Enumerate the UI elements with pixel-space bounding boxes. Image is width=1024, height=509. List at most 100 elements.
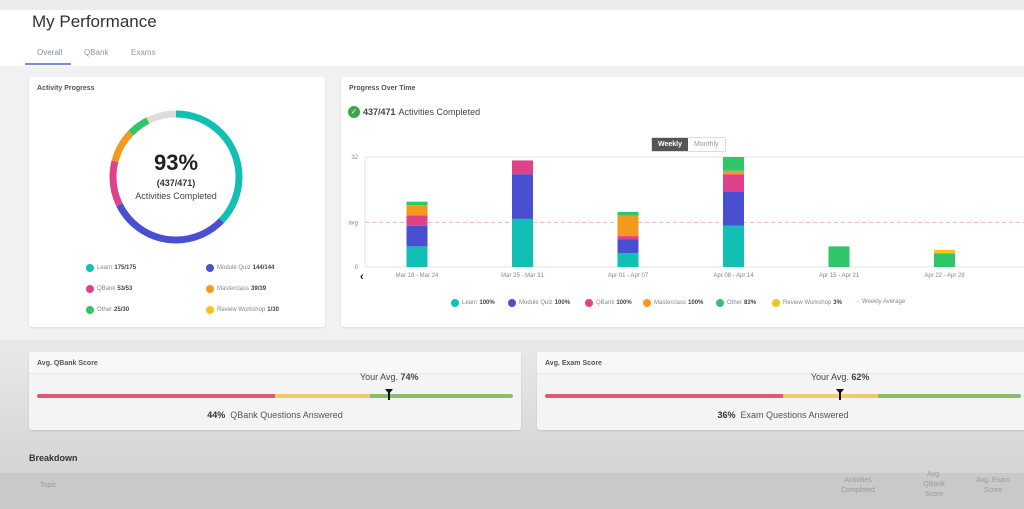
chart-legend-other[interactable]: Other 83% xyxy=(716,299,756,307)
exam-answered-value: 36% xyxy=(717,410,736,420)
bar-other[interactable] xyxy=(828,246,850,267)
legend-learn: Learn 175/175 xyxy=(86,264,136,272)
chart-legend-qbank[interactable]: QBank 100% xyxy=(585,299,632,307)
bar-learn[interactable] xyxy=(617,253,639,267)
legend-label: Masterclass xyxy=(217,286,250,292)
donut-segment-qbank xyxy=(109,110,243,244)
legend-value: 144/144 xyxy=(252,265,275,271)
legend-other: Other 25/30 xyxy=(86,306,129,314)
bar-learn[interactable] xyxy=(406,246,428,267)
score-band xyxy=(370,394,513,398)
legend-dot xyxy=(86,306,94,314)
donut-segment-module-quiz xyxy=(109,110,243,244)
bar-other[interactable] xyxy=(723,157,744,171)
chart-legend-module-quiz[interactable]: Module Quiz 100% xyxy=(508,299,570,307)
completion-fraction: (437/471) xyxy=(156,178,196,188)
weekly-button[interactable]: Weekly xyxy=(652,138,688,151)
avg-label: Your Avg. xyxy=(810,372,849,382)
legend-dot xyxy=(86,285,94,293)
exam-answered: 36% Exam Questions Answered xyxy=(537,410,1024,420)
legend-dot xyxy=(772,299,780,307)
legend-label: Masterclass xyxy=(654,300,687,306)
legend-label: Weekly Average xyxy=(862,299,906,305)
x-tick-label: Apr 15 - Apr 21 xyxy=(819,273,860,279)
score-band xyxy=(37,394,275,398)
legend-masterclass: Masterclass 39/39 xyxy=(206,285,266,293)
legend-dot xyxy=(716,299,724,307)
legend-value: 100% xyxy=(554,300,571,306)
column-avg-qbank-score[interactable]: Avg. QBank Score xyxy=(923,471,945,498)
legend-dot xyxy=(643,299,651,307)
legend-dot xyxy=(86,264,94,272)
bar-qbank[interactable] xyxy=(512,160,533,175)
qbank-score-title: Avg. QBank Score xyxy=(37,360,98,367)
page-title: My Performance xyxy=(32,12,157,31)
legend-value: 83% xyxy=(744,300,757,306)
bar-masterclass[interactable] xyxy=(406,205,428,216)
chart-legend-learn[interactable]: Learn 100% xyxy=(451,299,495,307)
legend-value: 25/30 xyxy=(114,307,130,313)
monthly-button[interactable]: Monthly xyxy=(688,138,725,151)
legend-dot xyxy=(206,264,214,272)
avg-marker-head xyxy=(836,389,845,394)
tab-qbank[interactable]: QBank xyxy=(84,48,109,57)
y-tick-label: avg xyxy=(348,220,358,226)
chart-legend-masterclass[interactable]: Masterclass 100% xyxy=(643,299,703,307)
bar-masterclass[interactable] xyxy=(617,215,639,237)
activity-progress-title: Activity Progress xyxy=(37,85,95,92)
avg-marker-head xyxy=(385,389,394,394)
chart-legend-review-workshop[interactable]: Review Workshop 3% xyxy=(772,299,842,307)
bar-qbank[interactable] xyxy=(617,236,639,240)
check-circle-icon: ✓ xyxy=(348,106,360,118)
legend-label: QBank xyxy=(97,286,116,292)
bar-module-quiz[interactable] xyxy=(512,174,533,219)
bar-module-quiz[interactable] xyxy=(723,191,744,226)
bar-learn[interactable] xyxy=(723,225,744,267)
legend-label: QBank xyxy=(596,300,615,306)
legend-value: 53/53 xyxy=(117,286,133,292)
y-tick-label: 0 xyxy=(355,265,359,271)
bar-qbank[interactable] xyxy=(723,174,744,192)
chart-legend-weekly-average[interactable]: -- Weekly Average xyxy=(855,299,905,305)
avg-marker-icon xyxy=(839,390,842,400)
completion-caption: Activities Completed xyxy=(135,191,217,201)
x-tick-label: Apr 08 - Apr 14 xyxy=(713,273,754,279)
bar-other[interactable] xyxy=(934,253,955,267)
legend-module-quiz: Module Quiz 144/144 xyxy=(206,264,274,272)
column-avg-exam-score[interactable]: Avg. Exam Score xyxy=(976,477,1010,494)
summary-label: Activities Completed xyxy=(398,107,481,117)
tab-exams[interactable]: Exams xyxy=(131,48,156,57)
legend-label: Learn xyxy=(97,265,113,271)
bar-module-quiz[interactable] xyxy=(617,239,639,254)
progress-over-time-card: Progress Over Time ✓ 437/471 Activities … xyxy=(341,77,1024,327)
bar-masterclass[interactable] xyxy=(723,170,744,175)
active-tab-indicator xyxy=(25,63,71,65)
qbank-answered-value: 44% xyxy=(207,410,226,420)
avg-value: 74% xyxy=(400,372,419,382)
avg-label: Your Avg. xyxy=(359,372,398,382)
x-tick-label: Mar 25 - Mar 31 xyxy=(501,273,544,279)
qbank-answered-label: QBank Questions Answered xyxy=(230,410,343,420)
legend-label: Learn xyxy=(462,300,478,306)
summary-value: 437/471 xyxy=(363,107,396,117)
chevron-left-icon[interactable]: ‹ xyxy=(360,271,364,283)
bar-module-quiz[interactable] xyxy=(406,225,428,247)
avg-marker-icon xyxy=(388,390,391,400)
bar-review-workshop[interactable] xyxy=(934,249,955,254)
bar-other[interactable] xyxy=(617,212,639,216)
tab-overall[interactable]: Overall xyxy=(37,48,63,57)
x-tick-label: Apr 01 - Apr 07 xyxy=(608,273,649,279)
legend-value: 100% xyxy=(616,300,632,306)
bar-qbank[interactable] xyxy=(406,215,428,226)
legend-dot xyxy=(585,299,593,307)
qbank-score-bar xyxy=(37,394,513,398)
column-topic[interactable]: Topic xyxy=(40,482,57,489)
score-band xyxy=(783,394,879,398)
legend-review-workshop: Review Workshop 1/30 xyxy=(206,306,279,314)
bar-learn[interactable] xyxy=(512,218,533,267)
legend-value: 175/175 xyxy=(114,265,137,271)
legend-dot xyxy=(508,299,516,307)
bar-other[interactable] xyxy=(406,201,428,206)
your-avg: Your Avg. 62% xyxy=(811,372,870,382)
column-activities-completed[interactable]: Activities Completed xyxy=(841,477,875,494)
